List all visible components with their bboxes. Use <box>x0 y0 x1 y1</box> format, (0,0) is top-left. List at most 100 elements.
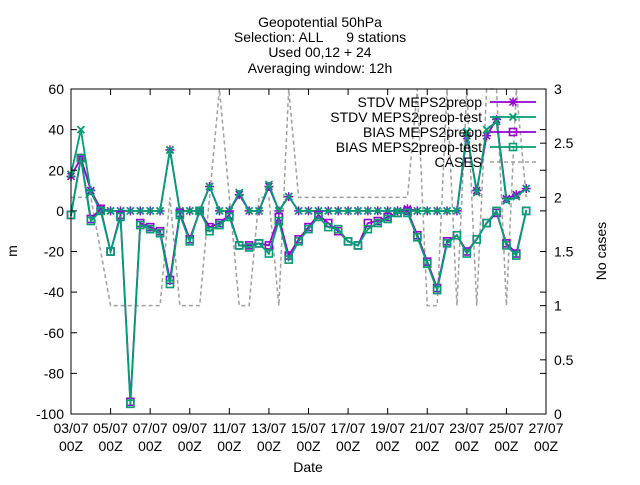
point-stroke <box>235 188 244 197</box>
point-stroke <box>185 206 194 216</box>
point-dot <box>386 218 389 220</box>
series-point <box>126 206 135 216</box>
y2-tick-label: 2.5 <box>554 135 574 151</box>
x-tick-label-hour: 00Z <box>178 438 203 454</box>
x-tick-label-date: 27/07 <box>528 420 563 436</box>
series-point <box>433 206 442 216</box>
point-box <box>432 285 442 295</box>
series-point <box>264 241 274 250</box>
series-point <box>403 208 412 218</box>
point-dot <box>485 222 488 225</box>
point-box <box>145 224 155 234</box>
legend-item: BIAS MEPS2preop-test <box>336 139 536 155</box>
point-box <box>284 255 294 264</box>
title-line-1: Geopotential 50hPa <box>258 14 382 30</box>
y2-axis-label: No cases <box>593 222 609 280</box>
x-tick-label-date: 09/07 <box>172 420 207 436</box>
series-point <box>284 255 294 264</box>
y-tick-label: -100 <box>36 406 64 422</box>
point-stroke <box>126 206 135 216</box>
point-dot <box>218 224 221 227</box>
x-tick-label-hour: 00Z <box>138 438 163 454</box>
series-point <box>165 145 175 155</box>
point-stroke <box>334 206 343 216</box>
point-stroke <box>522 184 531 193</box>
series-point <box>323 222 333 232</box>
series-point <box>155 228 165 238</box>
series-point <box>363 206 373 216</box>
point-stroke <box>264 180 274 189</box>
point-box <box>155 228 165 238</box>
series-point <box>205 182 214 191</box>
point-box <box>264 249 274 258</box>
series-point <box>96 206 105 216</box>
point-dot <box>406 211 409 214</box>
legend-item: CASES <box>435 154 536 170</box>
series-point <box>314 212 323 222</box>
point-dot <box>337 228 340 231</box>
point-stroke <box>304 206 313 216</box>
point-box <box>96 206 105 216</box>
series-point <box>363 218 373 228</box>
point-dot <box>512 146 514 148</box>
series-point <box>225 212 234 222</box>
series-point <box>175 210 185 220</box>
point-dot <box>79 157 82 160</box>
series-point <box>452 206 462 216</box>
x-tick-label-hour: 00Z <box>336 438 361 454</box>
point-dot <box>505 244 508 247</box>
series-point <box>508 142 518 152</box>
x-tick-label-date: 13/07 <box>251 420 286 436</box>
point-box <box>215 220 224 230</box>
point-stroke <box>472 188 481 197</box>
x-tick-label-hour: 00Z <box>534 438 559 454</box>
point-stroke <box>363 206 373 216</box>
point-box <box>106 247 115 256</box>
series-point <box>413 232 422 242</box>
point-box <box>165 279 175 289</box>
series-point <box>244 243 254 252</box>
point-box <box>86 216 96 226</box>
series-point <box>304 206 313 216</box>
series-point <box>502 196 511 205</box>
point-box <box>314 212 323 222</box>
series-point <box>432 285 442 295</box>
series-point <box>244 206 254 216</box>
point-stroke <box>492 117 501 126</box>
point-dot <box>208 230 211 233</box>
x-tick-label-date: 25/07 <box>489 420 524 436</box>
point-dot <box>515 254 518 257</box>
point-stroke <box>165 145 175 155</box>
series-point <box>86 216 96 226</box>
point-dot <box>188 240 191 243</box>
series-point <box>452 230 462 240</box>
legend-item: STDV MEPS2preop <box>358 94 536 110</box>
series-point <box>482 131 492 141</box>
series-point <box>442 239 452 248</box>
point-dot <box>228 215 231 218</box>
point-dot <box>436 289 439 292</box>
point-box <box>76 153 86 163</box>
series-point <box>512 251 521 260</box>
point-stroke <box>254 206 264 216</box>
legend-item: BIAS MEPS2preop <box>363 124 536 140</box>
point-dot <box>297 240 300 243</box>
series-point <box>76 125 86 134</box>
y-tick-label: -60 <box>44 325 64 341</box>
series-point <box>522 184 531 193</box>
x-tick-label-hour: 00Z <box>59 438 84 454</box>
point-box <box>135 220 145 230</box>
point-dot <box>89 220 92 223</box>
point-box <box>508 142 518 152</box>
series-line-cases <box>71 88 527 307</box>
point-dot <box>109 250 112 253</box>
x-tick-label-date: 23/07 <box>449 420 484 436</box>
point-box <box>521 206 531 216</box>
series-point <box>462 127 471 136</box>
point-dot <box>149 228 152 231</box>
point-dot <box>258 242 261 245</box>
point-dot <box>525 209 528 212</box>
y-tick-label: 20 <box>48 162 64 178</box>
series-point <box>413 206 422 216</box>
